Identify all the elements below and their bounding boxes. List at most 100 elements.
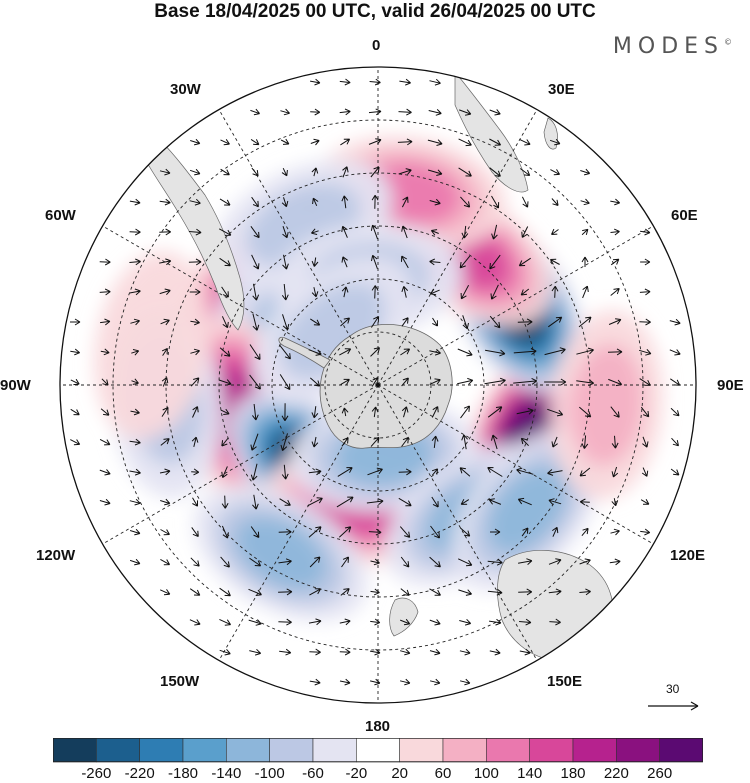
wind-vector (70, 348, 81, 356)
wind-vector (189, 198, 201, 206)
wind-vector (159, 168, 171, 176)
colorbar-segment (486, 738, 530, 763)
wind-vector (431, 496, 439, 508)
wind-vector (581, 435, 589, 449)
wind-vector (341, 286, 349, 298)
antarctic-peninsula-land (278, 336, 331, 369)
wind-vector (640, 228, 651, 236)
africa-land (454, 71, 529, 193)
wind-vector (249, 648, 262, 656)
wind-vector (221, 316, 229, 329)
wind-vector (189, 168, 201, 176)
wind-vector (312, 197, 319, 207)
wind-vector (457, 558, 473, 567)
wind-vector (250, 226, 260, 239)
colorbar-tick-label: 220 (603, 765, 629, 782)
wind-vector (576, 379, 595, 386)
map-title: Base 18/04/2025 00 UTC, valid 26/04/2025… (154, 1, 596, 22)
wind-vector (429, 619, 441, 626)
wind-vector (401, 255, 409, 269)
wind-vector (429, 556, 441, 568)
wind-vector (250, 433, 259, 451)
wind-vector (160, 438, 170, 446)
wind-vector (161, 377, 169, 387)
wind-vector (282, 226, 289, 239)
wind-vector (608, 378, 623, 387)
wind-vector (460, 284, 470, 300)
wind-vector (279, 374, 291, 391)
meridian-line (218, 109, 379, 386)
wind-vector (519, 648, 531, 656)
wind-vector (548, 558, 562, 565)
pole-marker (376, 383, 380, 387)
wind-vector (401, 286, 409, 298)
wind-vector (369, 648, 381, 656)
wind-vector (370, 166, 380, 178)
wind-vector (307, 497, 323, 507)
wind-vector (578, 406, 592, 418)
wind-vector (458, 589, 472, 596)
wind-vector (430, 229, 439, 236)
wind-vector (129, 288, 141, 296)
wind-vector (99, 469, 111, 476)
wind-vector (516, 467, 534, 475)
wind-vector (219, 618, 232, 626)
wind-vector (491, 195, 500, 209)
graticule (60, 67, 696, 703)
wind-vector (610, 528, 620, 536)
colorbar-tick-label: -20 (345, 765, 368, 782)
wind-vector (487, 467, 503, 477)
wind-vector (70, 318, 81, 326)
wind-vector (129, 498, 141, 506)
wind-vector (219, 198, 231, 206)
lon-label-180: 180 (365, 718, 391, 735)
wind-vector (311, 167, 319, 177)
wind-vector (550, 169, 561, 176)
wind-vector (342, 166, 349, 178)
wind-vector (579, 588, 591, 596)
colorbar-segment (659, 738, 703, 763)
wind-vector (311, 406, 319, 419)
wind-vector (581, 228, 589, 236)
wind-vector (520, 288, 530, 296)
wind-vector (638, 349, 652, 356)
colorbar-tick-label: 140 (517, 765, 543, 782)
wind-vector (339, 108, 351, 116)
wind-vector (370, 558, 380, 566)
wind-vector (251, 196, 259, 208)
wind-vector (70, 408, 80, 416)
wind-vector (221, 437, 229, 447)
wind-vector (308, 468, 322, 476)
wind-vector (189, 288, 201, 296)
wind-vector (401, 196, 409, 208)
colorbar-segment (616, 738, 660, 763)
wind-vector (401, 437, 409, 447)
wind-vector (309, 648, 321, 656)
wind-vector (581, 256, 589, 267)
wind-vector (366, 498, 384, 505)
wind-vector (249, 344, 261, 360)
wind-vector (129, 258, 141, 266)
antarctica-land (319, 324, 453, 449)
wind-vector (370, 316, 380, 328)
wind-vector (278, 588, 293, 596)
wind-vector (337, 467, 353, 477)
wind-vector (460, 498, 470, 505)
colorbar-tick-label: 60 (434, 765, 452, 782)
wind-vector (400, 348, 411, 356)
lon-label-0: 0 (372, 37, 381, 54)
colorbar-tick-label: -140 (211, 765, 242, 782)
wind-vector (580, 168, 591, 176)
wind-vector (99, 498, 111, 506)
wind-vector (459, 255, 471, 269)
lon-label-120w: 120W (36, 547, 76, 564)
wind-vector (398, 168, 412, 175)
colorbar-segment (312, 738, 357, 763)
wind-vector (401, 225, 408, 239)
wind-vector (549, 258, 560, 265)
wind-vector (281, 403, 289, 422)
wind-vector (518, 588, 533, 596)
meridian-line (377, 225, 654, 386)
wind-vector (610, 288, 620, 296)
wind-vector (281, 464, 289, 480)
